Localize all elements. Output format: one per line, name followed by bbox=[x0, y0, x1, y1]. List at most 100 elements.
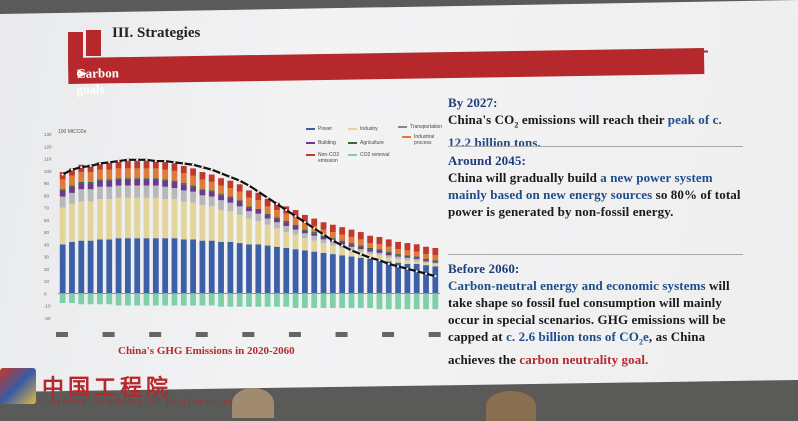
bar-industrial-process bbox=[376, 244, 383, 250]
bar-transportation bbox=[162, 186, 169, 200]
bar-transportation bbox=[190, 191, 196, 203]
y-tick-label: 60 bbox=[44, 218, 50, 223]
y-tick-label: 120 bbox=[44, 144, 52, 149]
bar-co2-removal bbox=[302, 293, 308, 308]
legend-swatch bbox=[348, 154, 357, 156]
bar-industrial-process bbox=[357, 239, 364, 246]
bar-non-co2-emission bbox=[395, 241, 401, 250]
bar-power bbox=[311, 251, 318, 294]
bar-transportation bbox=[376, 252, 383, 256]
bar-co2-removal bbox=[274, 293, 280, 307]
bar-industrial-process bbox=[329, 232, 336, 239]
bar-agriculture bbox=[395, 254, 401, 256]
bar-co2-removal bbox=[395, 293, 401, 310]
bar-industry bbox=[115, 197, 122, 239]
bar-agriculture bbox=[292, 224, 299, 226]
bar-agriculture bbox=[171, 180, 178, 182]
bar-co2-removal bbox=[348, 293, 355, 308]
bar-transportation bbox=[78, 189, 85, 202]
bar-industry bbox=[134, 197, 141, 239]
bar-non-co2-emission bbox=[78, 164, 85, 173]
net-point bbox=[406, 267, 409, 270]
bar-agriculture bbox=[162, 179, 169, 181]
bar-industry bbox=[236, 214, 243, 244]
bar-industry bbox=[143, 197, 150, 239]
bar-industry bbox=[255, 221, 262, 245]
legend-item-building: Building bbox=[306, 140, 336, 146]
bar-industry bbox=[171, 199, 178, 239]
bar-agriculture bbox=[311, 232, 318, 234]
bar-building bbox=[59, 190, 66, 197]
bar-building bbox=[264, 214, 271, 219]
net-point bbox=[182, 162, 185, 165]
bar-co2-removal bbox=[227, 293, 234, 307]
bar-industrial-process bbox=[152, 168, 159, 179]
bar-transportation bbox=[320, 239, 327, 244]
bar-building bbox=[162, 180, 169, 187]
net-point bbox=[61, 173, 64, 176]
bar-non-co2-emission bbox=[292, 210, 299, 218]
bar-building bbox=[236, 201, 243, 207]
bar-transportation bbox=[171, 187, 178, 200]
bar-non-co2-emission bbox=[357, 232, 364, 240]
bar-agriculture bbox=[180, 183, 187, 185]
bar-industry bbox=[339, 247, 346, 256]
bullet-text-run: China's CO bbox=[448, 112, 515, 127]
bar-agriculture bbox=[134, 178, 141, 180]
net-point bbox=[424, 272, 428, 275]
bar-non-co2-emission bbox=[134, 161, 141, 169]
bar-building bbox=[302, 230, 308, 234]
bar-building bbox=[171, 181, 178, 188]
bullet-text-run: a new power system mainly based on new e… bbox=[448, 170, 713, 202]
bar-industry bbox=[97, 199, 103, 240]
bar-co2-removal bbox=[385, 293, 392, 310]
net-point bbox=[80, 166, 83, 169]
bar-transportation bbox=[404, 257, 411, 261]
bar-transportation bbox=[246, 211, 252, 219]
bar-industry bbox=[69, 203, 75, 242]
bullet-text-run: peak of c. 12.2 billion tons. bbox=[448, 112, 722, 150]
bar-non-co2-emission bbox=[302, 214, 308, 223]
bar-co2-removal bbox=[199, 293, 206, 306]
net-point bbox=[238, 179, 241, 182]
net-point bbox=[89, 164, 92, 168]
bar-non-co2-emission bbox=[59, 172, 66, 180]
bar-agriculture bbox=[190, 185, 196, 187]
bar-power bbox=[199, 240, 206, 294]
net-point bbox=[378, 259, 381, 262]
bar-co2-removal bbox=[432, 293, 439, 310]
slide-screen: III. Strategies ➤ Carbon goals 100 MtCO2… bbox=[0, 0, 798, 392]
bar-power bbox=[329, 254, 336, 294]
bar-power bbox=[423, 265, 429, 294]
bar-industry bbox=[395, 258, 401, 263]
bar-agriculture bbox=[78, 181, 85, 184]
bar-power bbox=[413, 263, 420, 294]
legend-swatch bbox=[306, 128, 315, 130]
legend-item-industry: Industry bbox=[348, 126, 378, 132]
bar-industrial-process bbox=[404, 250, 411, 256]
bar-transportation bbox=[395, 256, 401, 259]
legend-swatch bbox=[402, 136, 411, 138]
net-point bbox=[387, 262, 390, 265]
bar-industry bbox=[124, 197, 131, 239]
bar-transportation bbox=[385, 255, 392, 258]
bar-non-co2-emission bbox=[385, 239, 392, 247]
y-tick-label: 10 bbox=[44, 279, 50, 284]
net-point bbox=[303, 221, 307, 224]
bar-industry bbox=[423, 262, 429, 266]
bar-power bbox=[246, 244, 252, 294]
bar-industry bbox=[208, 206, 215, 241]
bar-building bbox=[367, 249, 374, 252]
bar-non-co2-emission bbox=[432, 247, 439, 256]
net-point bbox=[164, 159, 167, 163]
bar-co2-removal bbox=[423, 293, 429, 310]
bar-agriculture bbox=[423, 258, 429, 261]
bar-co2-removal bbox=[292, 293, 299, 308]
bar-transportation bbox=[283, 225, 290, 233]
divider bbox=[448, 146, 743, 147]
legend-swatch bbox=[306, 142, 315, 144]
bar-power bbox=[227, 241, 234, 294]
section-title: III. Strategies bbox=[112, 25, 201, 41]
bar-building bbox=[134, 179, 141, 186]
net-point bbox=[313, 227, 316, 230]
